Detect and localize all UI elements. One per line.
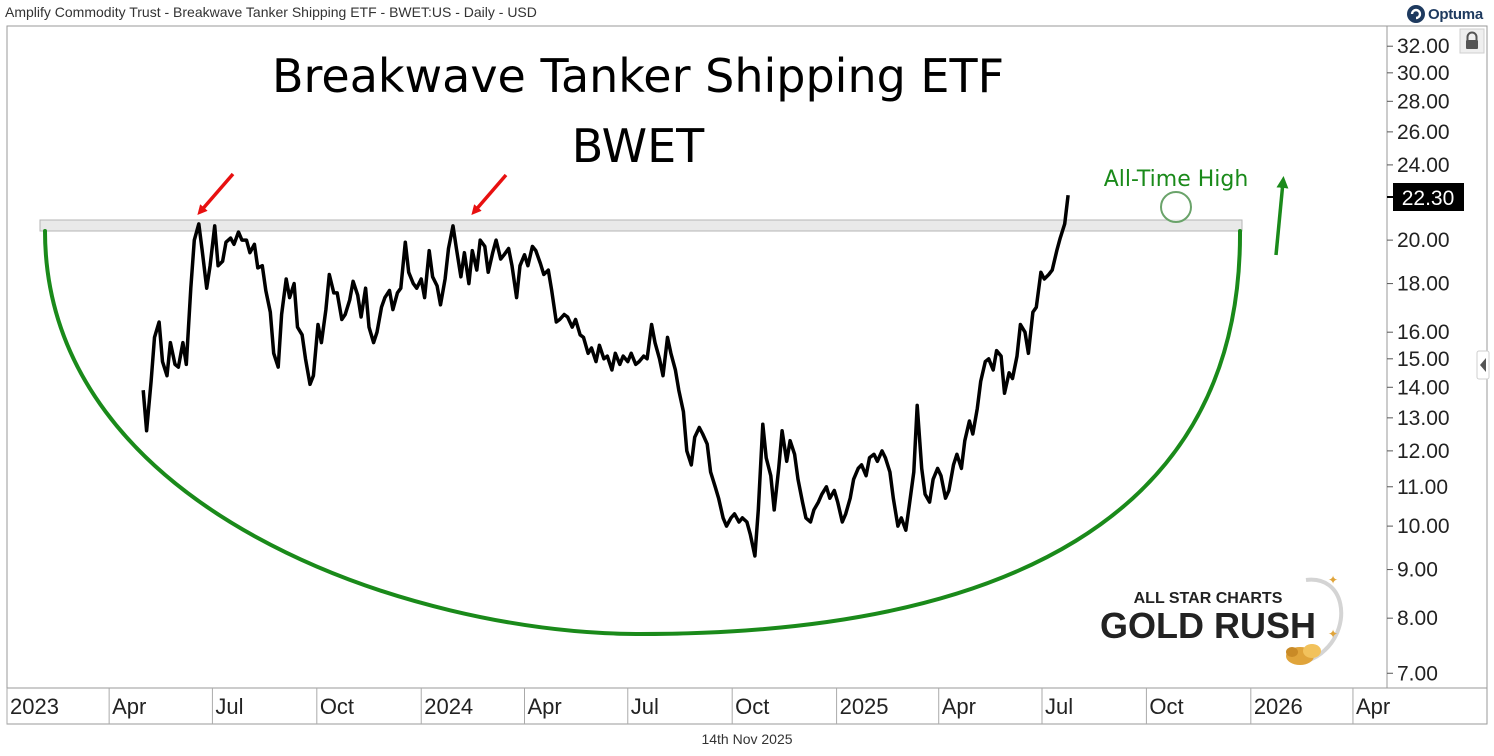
brand-logo: Optuma <box>1406 3 1483 25</box>
y-tick-label: 16.00 <box>1397 321 1450 344</box>
x-tick-label: Oct <box>735 694 769 719</box>
last-value-label: 22.30 <box>1402 187 1455 210</box>
y-tick-label: 7.00 <box>1397 662 1438 685</box>
last-value-tag: 22.30 <box>1387 183 1464 211</box>
x-tick-label: Apr <box>528 694 562 719</box>
x-tick-label: 2024 <box>424 694 473 719</box>
right-axis-panel[interactable] <box>1386 25 1488 689</box>
all-time-high-circle <box>1160 191 1192 223</box>
y-tick-label: 24.00 <box>1397 154 1450 177</box>
x-tick-label: Jul <box>215 694 243 719</box>
last-value-tag-box <box>1393 183 1464 211</box>
watermark-line1: ALL STAR CHARTS <box>1134 590 1283 607</box>
y-tick-label: 28.00 <box>1397 90 1450 113</box>
y-tick-label: 12.00 <box>1397 440 1450 463</box>
x-tick-label: Apr <box>1356 694 1390 719</box>
x-tick-label: 2023 <box>10 694 59 719</box>
gold-nugget-icon <box>1286 644 1321 665</box>
brand-name: Optuma <box>1428 5 1483 23</box>
y-tick-label: 26.00 <box>1397 121 1450 144</box>
y-tick-label: 32.00 <box>1397 35 1450 58</box>
price-series <box>141 194 1070 558</box>
price-line <box>141 194 1070 558</box>
resistance-band <box>39 219 1243 232</box>
y-tick-label: 18.00 <box>1397 273 1450 296</box>
red-arrow-right <box>471 173 508 216</box>
y-tick-label: 11.00 <box>1397 476 1448 499</box>
sparkle-icon: ✦ <box>1328 573 1338 587</box>
lock-icon[interactable] <box>1459 28 1485 54</box>
chart-title: Breakwave Tanker Shipping ETF <box>272 49 1004 103</box>
y-tick-label: 30.00 <box>1397 62 1450 85</box>
y-tick-label: 13.00 <box>1397 407 1450 430</box>
optuma-logo-icon <box>1407 5 1425 23</box>
x-tick-label: Apr <box>112 694 146 719</box>
y-tick-label: 15.00 <box>1397 348 1450 371</box>
x-tick-label: Oct <box>1149 694 1183 719</box>
y-tick-label: 20.00 <box>1397 229 1450 252</box>
x-axis: 2023 Apr Jul Oct 2024 Apr Jul Oct 2025 Apr Jul Oct 2… <box>6 688 1390 724</box>
x-tick-label: 2026 <box>1254 694 1303 719</box>
y-tick-label: 14.00 <box>1397 376 1450 399</box>
x-tick-label: Jul <box>631 694 659 719</box>
footer-date: 14th Nov 2025 <box>701 731 793 747</box>
scroll-handle-icon[interactable] <box>1476 350 1490 380</box>
sparkle-icon: ✦ <box>1328 627 1338 641</box>
y-tick-label: 8.00 <box>1397 607 1438 630</box>
watermark-line2: GOLD RUSH <box>1100 605 1316 646</box>
red-arrow-left <box>197 172 235 216</box>
chart-description: Amplify Commodity Trust - Breakwave Tank… <box>5 4 537 20</box>
y-tick-label: 10.00 <box>1397 515 1450 538</box>
x-tick-label: Apr <box>942 694 976 719</box>
y-axis: 7.00 8.00 9.00 10.00 11.00 12.00 13.00 14.00 15.… <box>1387 35 1450 685</box>
x-tick-label: 2025 <box>840 694 889 719</box>
all-time-high-label: All-Time High <box>1104 167 1249 192</box>
y-tick-label: 9.00 <box>1397 559 1438 582</box>
gold-rush-watermark: ALL STAR CHARTS GOLD RUSH ✦ ✦ <box>1100 573 1344 665</box>
chart-subtitle: BWET <box>572 119 705 173</box>
x-tick-label: Jul <box>1045 694 1073 719</box>
rounding-bottom-arc <box>43 229 1243 637</box>
green-up-arrow <box>1274 176 1289 256</box>
bottom-axis-panel[interactable] <box>6 687 1488 725</box>
x-tick-label: Oct <box>320 694 354 719</box>
